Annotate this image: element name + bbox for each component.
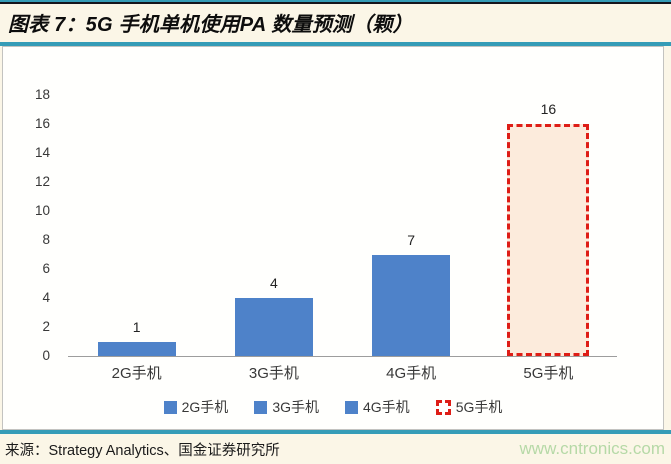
legend-marker-5g-icon (435, 399, 451, 415)
x-axis-line (68, 356, 617, 357)
legend-item-3g: 3G手机 (254, 397, 319, 417)
legend-marker-2g-icon (163, 400, 177, 414)
category-label-3g: 3G手机 (248, 365, 299, 382)
chart-legend: 2G手机 3G手机 4G手机 5G手机 (3, 397, 663, 417)
y-axis-tick-18: 18 (34, 87, 50, 102)
footer-bar: 来源：Strategy Analytics、国金证券研究所 www.cntron… (0, 434, 671, 464)
category-label-5g: 5G手机 (523, 365, 574, 382)
bar-4g (372, 254, 451, 356)
bar-value-5g: 16 (540, 101, 557, 117)
legend-label: 5G手机 (455, 399, 503, 415)
bar-3g (234, 298, 313, 356)
y-axis-tick-10: 10 (34, 203, 50, 218)
legend-label: 4G手机 (363, 399, 410, 415)
bar-value-4g: 7 (407, 231, 416, 248)
bar-5g (507, 124, 590, 356)
legend-item-5g: 5G手机 (435, 397, 503, 417)
legend-item-4g: 4G手机 (345, 397, 410, 417)
y-axis-tick-6: 6 (42, 261, 50, 276)
figure-title: 图表 7：5G 手机单机使用PA 数量预测（颗） (8, 14, 413, 36)
bar-value-3g: 4 (269, 275, 278, 291)
watermark-link[interactable]: www.cntronics.com (519, 439, 665, 458)
top-dark-rule (0, 2, 671, 4)
legend-label: 2G手机 (181, 399, 229, 415)
y-axis-tick-0: 0 (42, 348, 50, 363)
y-axis-tick-14: 14 (34, 145, 50, 160)
source-text: 来源：Strategy Analytics、国金证券研究所 (5, 442, 280, 459)
bar-2g (97, 341, 176, 356)
category-label-2g: 2G手机 (111, 365, 162, 382)
y-axis-tick-4: 4 (42, 290, 50, 305)
bottom-divider-rule (0, 430, 671, 434)
chart-plot: 0 2 4 6 8 10 12 14 16 18 1 2G手机 4 3G手机 7 4G手机 16 5G手机 2G手机… (3, 47, 663, 429)
y-axis-tick-2: 2 (42, 319, 50, 334)
legend-marker-3g-icon (254, 400, 268, 414)
legend-marker-4g-icon (345, 400, 358, 414)
y-axis-tick-8: 8 (42, 232, 50, 247)
legend-item-2g: 2G手机 (163, 397, 229, 417)
title-divider-rule (0, 42, 671, 46)
legend-label: 3G手机 (272, 399, 319, 415)
top-teal-rule (0, 0, 671, 2)
bar-value-2g: 1 (132, 318, 141, 335)
y-axis-tick-16: 16 (34, 116, 50, 131)
chart-box: 0 2 4 6 8 10 12 14 16 18 1 2G手机 4 3G手机 7 4G手机 16 5G手机 2G手机… (2, 46, 664, 430)
category-label-4g: 4G手机 (386, 365, 437, 382)
y-axis-tick-12: 12 (34, 174, 50, 189)
